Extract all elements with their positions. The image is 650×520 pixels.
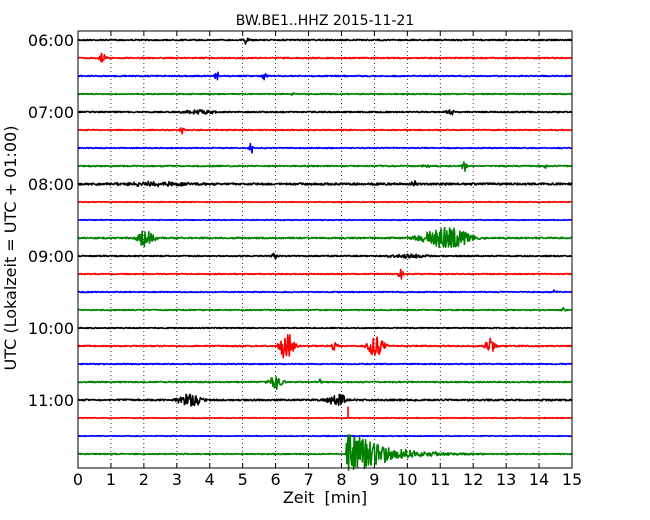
trace-row-23: [77, 434, 573, 471]
x-tick-label: 9: [369, 470, 379, 489]
x-tick-label: 11: [430, 470, 450, 489]
trace-row-11: [77, 226, 573, 249]
trace-row-6: [77, 142, 573, 154]
x-tick-label: 1: [106, 470, 116, 489]
trace-row-2: [77, 71, 573, 81]
y-tick-label: 06:00: [28, 31, 74, 50]
y-tick-label: 10:00: [28, 319, 74, 338]
x-tick-label: 6: [271, 470, 281, 489]
trace-row-18: [77, 362, 573, 366]
y-tick-label: 11:00: [28, 391, 74, 410]
x-tick-label: 7: [303, 470, 313, 489]
trace-row-7: [77, 161, 573, 172]
plot-frame: [77, 30, 573, 469]
x-tick-label: 13: [496, 470, 516, 489]
trace-row-10: [77, 218, 573, 222]
trace-row-3: [77, 92, 573, 96]
x-tick-label: 15: [562, 470, 582, 489]
trace-row-17: [77, 333, 573, 359]
x-tick-label: 14: [529, 470, 549, 489]
trace-row-14: [77, 289, 573, 294]
trace-row-22: [77, 434, 573, 438]
x-tick-label: 2: [139, 470, 149, 489]
x-tick-label: 10: [397, 470, 417, 489]
y-tick-label: 08:00: [28, 175, 74, 194]
x-axis-label: Zeit [min]: [283, 488, 367, 507]
trace-row-9: [77, 200, 573, 204]
trace-row-20: [77, 393, 573, 407]
trace-row-16: [77, 326, 573, 330]
x-tick-label: 5: [238, 470, 248, 489]
grid-lines: [110, 31, 540, 468]
trace-row-21: [77, 406, 573, 420]
trace-row-4: [77, 109, 573, 116]
trace-row-0: [77, 37, 573, 45]
seismic-traces: [77, 37, 573, 471]
trace-row-1: [77, 52, 573, 63]
y-tick-label: 09:00: [28, 247, 74, 266]
y-axis-label: UTC (Lokalzeit = UTC + 01:00): [1, 126, 20, 371]
x-tick-label: 8: [336, 470, 346, 489]
x-tick-label: 3: [172, 470, 182, 489]
y-tick-label: 07:00: [28, 103, 74, 122]
chart-title: BW.BE1..HHZ 2015-11-21: [236, 13, 415, 29]
trace-row-15: [77, 307, 573, 312]
trace-row-12: [77, 252, 573, 260]
trace-row-8: [77, 179, 573, 188]
x-axis-ticks: 0 1 2 3 4 5 6 7 8 9 10 11 12 13 14 15: [73, 31, 582, 489]
y-axis-ticks: 06:00 07:00 08:00 09:00 10:00 11:00: [28, 31, 572, 410]
trace-row-19: [77, 376, 573, 391]
trace-row-5: [77, 127, 573, 135]
x-tick-label: 4: [205, 470, 215, 489]
x-tick-label: 0: [73, 470, 83, 489]
x-tick-label: 12: [463, 470, 483, 489]
trace-row-13: [77, 268, 573, 280]
